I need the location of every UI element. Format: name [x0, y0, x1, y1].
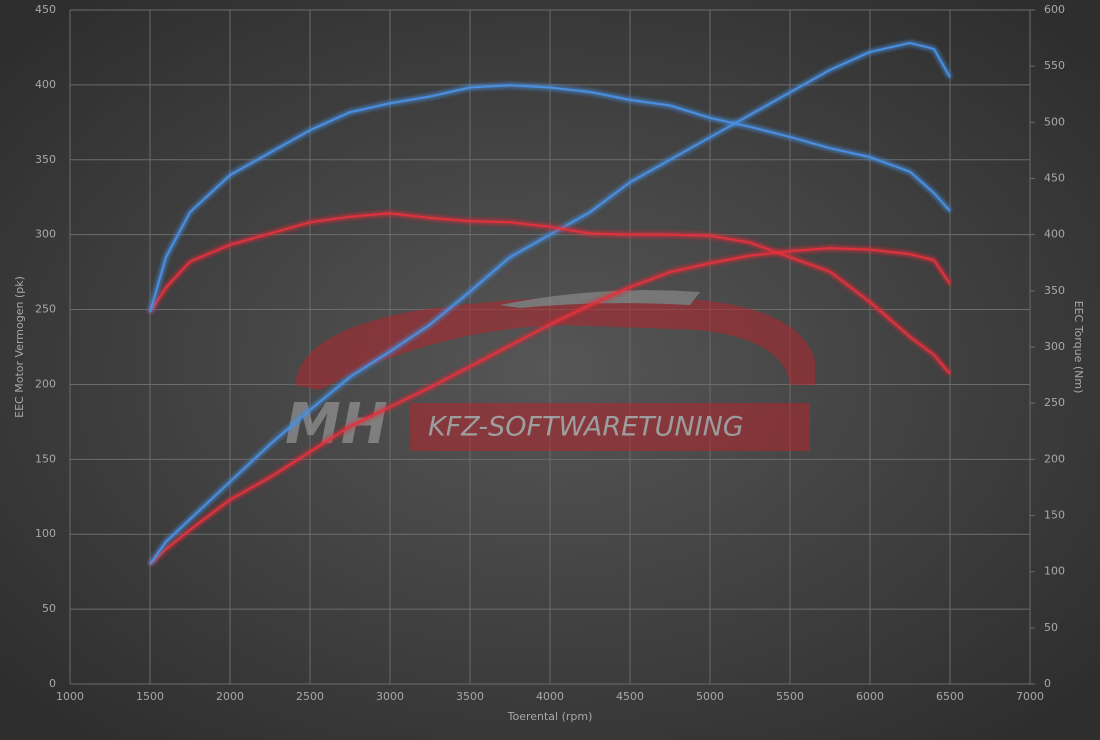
lines — [149, 41, 951, 565]
x-tick-label: 4000 — [536, 690, 564, 703]
series-line — [149, 84, 951, 313]
y-tick-label: 0 — [49, 677, 56, 690]
y2-tick-label: 500 — [1044, 115, 1065, 128]
x-tick-label: 4500 — [616, 690, 644, 703]
y2-tick-label: 450 — [1044, 172, 1065, 185]
y2-tick-label: 150 — [1044, 509, 1065, 522]
x-tick-label: 3000 — [376, 690, 404, 703]
y2-tick-label: 550 — [1044, 59, 1065, 72]
y2-tick-label: 0 — [1044, 677, 1051, 690]
series-line — [149, 247, 951, 565]
x-tick-label: 3500 — [456, 690, 484, 703]
y-tick-label: 200 — [35, 377, 56, 390]
x-tick-label: 6000 — [856, 690, 884, 703]
x-tick-label: 5500 — [776, 690, 804, 703]
series-line — [149, 212, 951, 375]
watermark: MH KFZ-SOFTWARETUNING — [285, 290, 815, 457]
y2-tick-label: 300 — [1044, 340, 1065, 353]
y-tick-label: 50 — [42, 602, 56, 615]
x-tick-label: 2500 — [296, 690, 324, 703]
y-tick-label: 100 — [35, 527, 56, 540]
x-tick-label: 6500 — [936, 690, 964, 703]
x-tick-label: 1500 — [136, 690, 164, 703]
y2-tick-label: 350 — [1044, 284, 1065, 297]
y2-tick-label: 200 — [1044, 452, 1065, 465]
x-axis-label: Toerental (rpm) — [507, 710, 593, 723]
x-tick-label: 1000 — [56, 690, 84, 703]
watermark-text: KFZ-SOFTWARETUNING — [428, 412, 744, 443]
y2-tick-label: 50 — [1044, 621, 1058, 634]
y-tick-label: 400 — [35, 78, 56, 91]
y2-tick-label: 600 — [1044, 3, 1065, 16]
y2-tick-label: 250 — [1044, 396, 1065, 409]
y-tick-label: 350 — [35, 153, 56, 166]
y2-axis-label: EEC Torque (Nm) — [1072, 301, 1085, 394]
y-tick-label: 300 — [35, 228, 56, 241]
y-tick-label: 150 — [35, 452, 56, 465]
y-tick-label: 250 — [35, 303, 56, 316]
x-tick-label: 5000 — [696, 690, 724, 703]
x-tick-label: 2000 — [216, 690, 244, 703]
y-axis-label: EEC Motor Vermogen (pk) — [13, 276, 26, 418]
watermark-mark: MH — [285, 392, 388, 457]
y-tick-label: 450 — [35, 3, 56, 16]
y2-tick-label: 100 — [1044, 565, 1065, 578]
series-line — [149, 41, 951, 565]
y2-tick-label: 400 — [1044, 228, 1065, 241]
x-tick-label: 7000 — [1016, 690, 1044, 703]
